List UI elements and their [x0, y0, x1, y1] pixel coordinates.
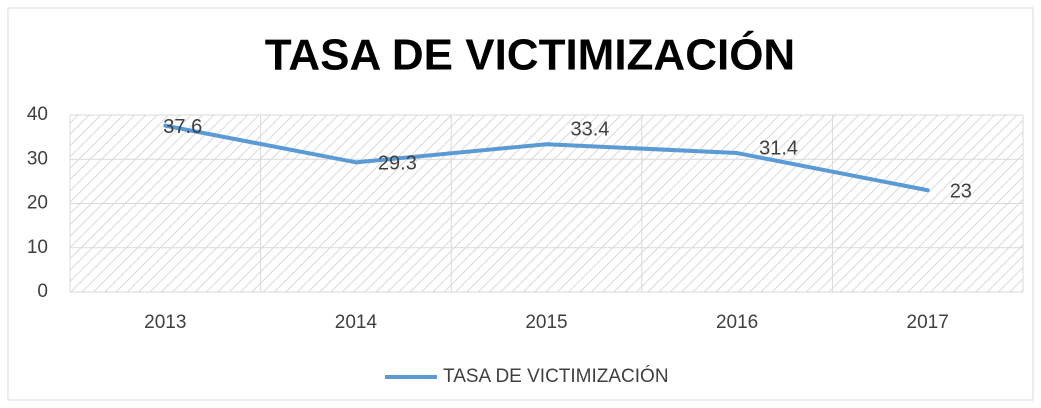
x-tick-label: 2015 — [525, 312, 567, 333]
data-label: 29.3 — [378, 153, 417, 175]
chart-title: TASA DE VICTIMIZACIÓN — [265, 30, 795, 80]
y-tick-label: 0 — [37, 281, 48, 302]
x-tick-label: 2017 — [907, 312, 949, 333]
x-tick-label: 2013 — [144, 312, 186, 333]
x-tick-label: 2014 — [335, 312, 378, 333]
y-tick-label: 30 — [27, 148, 48, 169]
x-tick-label: 2016 — [716, 312, 758, 333]
y-tick-label: 10 — [27, 237, 48, 258]
data-label: 37.6 — [163, 116, 202, 138]
data-label: 33.4 — [571, 118, 610, 140]
line-series — [163, 123, 930, 193]
data-label: 23 — [950, 181, 972, 203]
data-label: 31.4 — [759, 137, 798, 159]
y-tick-label: 20 — [27, 193, 48, 214]
legend-label: TASA DE VICTIMIZACIÓN — [443, 365, 669, 387]
y-tick-label: 40 — [27, 104, 48, 125]
